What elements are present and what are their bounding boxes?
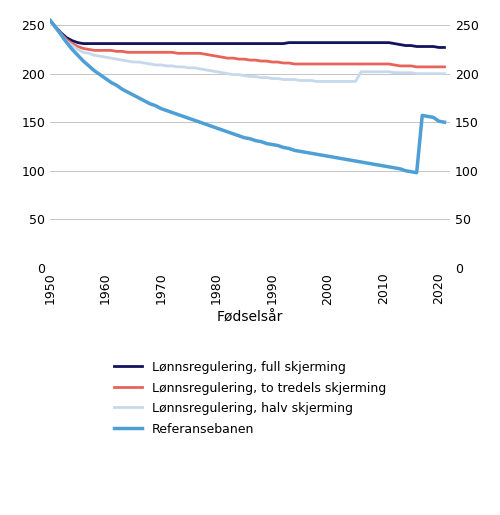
Lønnsregulering, to tredels skjerming: [442, 64, 448, 70]
Referansebanen: [442, 119, 448, 125]
Lønnsregulering, full skjerming: [180, 41, 186, 47]
Lønnsregulering, full skjerming: [269, 41, 275, 47]
Referansebanen: [142, 98, 148, 104]
X-axis label: Fødselsår: Fødselsår: [217, 310, 283, 324]
Legend: Lønnsregulering, full skjerming, Lønnsregulering, to tredels skjerming, Lønnsreg: Lønnsregulering, full skjerming, Lønnsre…: [108, 355, 392, 442]
Lønnsregulering, to tredels skjerming: [314, 61, 320, 67]
Lønnsregulering, to tredels skjerming: [297, 61, 303, 67]
Referansebanen: [269, 142, 275, 148]
Lønnsregulering, to tredels skjerming: [269, 59, 275, 65]
Lønnsregulering, to tredels skjerming: [142, 49, 148, 56]
Referansebanen: [47, 17, 53, 23]
Lønnsregulering, halv skjerming: [297, 77, 303, 83]
Line: Referansebanen: Referansebanen: [50, 20, 444, 173]
Lønnsregulering, full skjerming: [436, 44, 442, 50]
Lønnsregulering, full skjerming: [102, 41, 108, 47]
Lønnsregulering, halv skjerming: [142, 60, 148, 66]
Line: Lønnsregulering, to tredels skjerming: Lønnsregulering, to tredels skjerming: [50, 20, 444, 67]
Lønnsregulering, to tredels skjerming: [47, 17, 53, 23]
Referansebanen: [297, 148, 303, 154]
Lønnsregulering, full skjerming: [47, 17, 53, 23]
Lønnsregulering, halv skjerming: [102, 54, 108, 60]
Lønnsregulering, full skjerming: [314, 40, 320, 46]
Lønnsregulering, halv skjerming: [47, 17, 53, 23]
Lønnsregulering, to tredels skjerming: [180, 50, 186, 57]
Referansebanen: [314, 151, 320, 158]
Referansebanen: [180, 113, 186, 119]
Referansebanen: [414, 169, 420, 176]
Lønnsregulering, full skjerming: [442, 44, 448, 50]
Lønnsregulering, full skjerming: [297, 40, 303, 46]
Referansebanen: [102, 76, 108, 82]
Lønnsregulering, halv skjerming: [442, 71, 448, 77]
Lønnsregulering, halv skjerming: [180, 64, 186, 70]
Lønnsregulering, halv skjerming: [269, 76, 275, 82]
Lønnsregulering, to tredels skjerming: [414, 64, 420, 70]
Line: Lønnsregulering, full skjerming: Lønnsregulering, full skjerming: [50, 20, 444, 47]
Lønnsregulering, halv skjerming: [314, 78, 320, 84]
Line: Lønnsregulering, halv skjerming: Lønnsregulering, halv skjerming: [50, 20, 444, 81]
Lønnsregulering, halv skjerming: [319, 78, 325, 84]
Lønnsregulering, full skjerming: [142, 41, 148, 47]
Lønnsregulering, to tredels skjerming: [102, 47, 108, 54]
